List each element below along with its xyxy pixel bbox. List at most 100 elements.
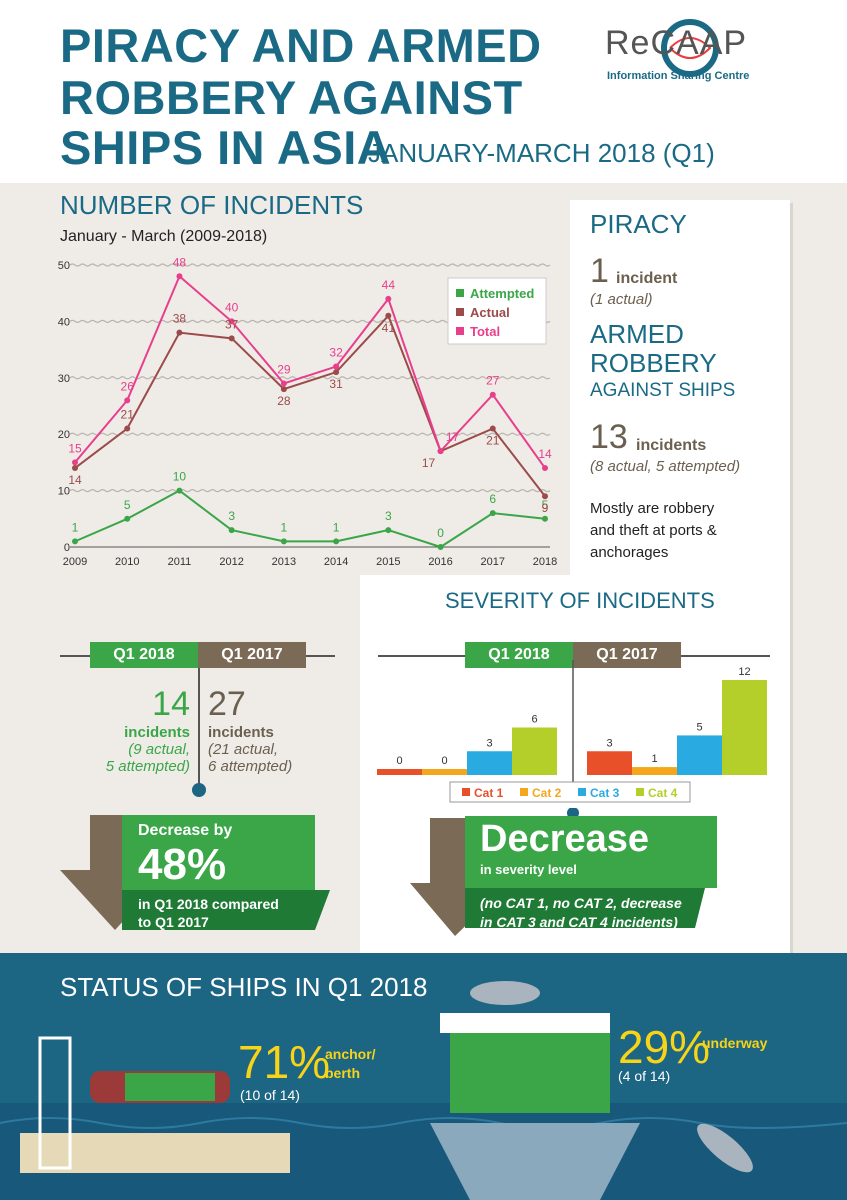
data-label: 40 (225, 300, 239, 314)
data-point (176, 273, 183, 280)
severity-bar-label: 0 (441, 755, 447, 767)
data-point (280, 538, 287, 545)
data-label: 48 (173, 255, 187, 269)
incidents-title: NUMBER OF INCIDENTS (60, 190, 364, 220)
data-label: 9 (542, 501, 549, 515)
x-tick-label: 2009 (63, 556, 87, 568)
data-label: 3 (385, 509, 392, 523)
data-point (124, 425, 131, 432)
severity-decrease-sub: in severity level (480, 862, 577, 877)
data-point (124, 397, 131, 404)
data-label: 29 (277, 362, 291, 376)
data-label: 41 (382, 321, 396, 335)
anchor-label-a: anchor/ (325, 1046, 376, 1062)
y-tick-label: 20 (58, 429, 70, 441)
data-label: 3 (228, 509, 235, 523)
sev-q1-2017-badge: Q1 2017 (573, 642, 681, 668)
severity-bar-label: 0 (396, 755, 402, 767)
data-point (228, 527, 235, 534)
armed-heading-3: AGAINST SHIPS (590, 380, 736, 401)
x-tick-label: 2017 (481, 556, 505, 568)
data-label: 38 (173, 312, 187, 326)
status-section (0, 953, 847, 1200)
data-point (489, 425, 496, 432)
x-tick-label: 2012 (219, 556, 243, 568)
count-2017: 27 (208, 685, 246, 723)
severity-legend-swatch (578, 788, 586, 796)
header: PIRACY AND ARMED ROBBERY AGAINST SHIPS I… (0, 0, 847, 183)
chart-series (72, 273, 548, 550)
note-line-2: and theft at ports & (590, 522, 717, 539)
data-label: 28 (277, 394, 291, 408)
x-tick-label: 2010 (115, 556, 139, 568)
piracy-detail: (1 actual) (590, 291, 653, 308)
data-point (176, 487, 183, 494)
y-tick-label: 50 (58, 260, 70, 272)
y-tick-label: 30 (58, 373, 70, 385)
piracy-panel: PIRACY 1 incident (1 actual) ARMED ROBBE… (570, 200, 790, 575)
sev-q1-2018-badge: Q1 2018 (465, 642, 573, 668)
severity-title: SEVERITY OF INCIDENTS (445, 588, 715, 613)
down-arrow-icon (60, 815, 170, 930)
crane-icon (38, 1036, 72, 1170)
severity-legend-swatch (636, 788, 644, 796)
data-point (437, 544, 444, 550)
data-label: 17 (422, 456, 436, 470)
data-label: 0 (437, 526, 444, 540)
cargo-ship-icon (440, 1013, 610, 1033)
detail-2017-a: (21 actual, (208, 741, 279, 758)
severity-legend-label: Cat 3 (590, 786, 620, 800)
decrease-note: in Q1 2018 compared to Q1 2017 (138, 895, 279, 931)
series-line-actual (74, 313, 546, 497)
data-point (228, 318, 235, 325)
data-point (542, 515, 548, 522)
incidents-subtitle: January - March (2009-2018) (60, 228, 268, 245)
data-label: 44 (382, 278, 396, 292)
legend-label: Actual (470, 305, 510, 320)
recaap-logo: ReCAAP Information Sharing Centre (605, 18, 785, 88)
data-point (437, 448, 444, 455)
severity-bar-chart: 0 0 3 6 3 1 5 12 Cat 1 Cat 2 Cat 3 Cat 4 (377, 660, 767, 803)
detail-2018-a: (9 actual, (128, 741, 190, 758)
severity-bar (422, 769, 467, 775)
severity-decrease-note: (no CAT 1, no CAT 2, decrease in CAT 3 a… (480, 894, 682, 932)
decrease-arrow-graphic (60, 783, 330, 930)
severity-bar (512, 727, 557, 775)
count-2018: 14 (152, 685, 190, 723)
gridline (69, 489, 551, 493)
x-tick-label: 2014 (324, 556, 348, 568)
data-label: 32 (329, 346, 343, 360)
data-point (385, 527, 392, 534)
piracy-heading: PIRACY (590, 209, 687, 239)
data-point (542, 465, 548, 472)
underway-detail: (4 of 14) (618, 1068, 671, 1084)
underway-percent: 29% (618, 1021, 711, 1073)
data-label: 1 (333, 520, 340, 534)
title-line-2: ROBBERY AGAINST (60, 71, 523, 124)
x-tick-label: 2011 (168, 556, 192, 568)
severity-bar-label: 3 (606, 737, 612, 749)
chart-y-axis: 0 10 20 30 40 50 (58, 260, 70, 554)
data-point (489, 510, 496, 517)
connector-dot-icon (192, 783, 206, 797)
title-line-1: PIRACY AND ARMED (60, 19, 542, 72)
gridline (69, 432, 551, 436)
data-label: 5 (124, 498, 131, 512)
chart-legend: Attempted Actual Total (447, 277, 547, 345)
data-label: 6 (489, 492, 496, 506)
x-tick-label: 2013 (272, 556, 296, 568)
decrease-note-a: in Q1 2018 compared (138, 896, 279, 912)
anchor-detail: (10 of 14) (240, 1087, 300, 1103)
logo-subtitle: Information Sharing Centre (607, 70, 750, 82)
decrease-percent: 48% (138, 840, 227, 889)
data-label: 10 (173, 470, 187, 484)
severity-bar-label: 1 (651, 753, 657, 765)
data-point (124, 515, 131, 522)
piracy-unit: incident (616, 270, 678, 287)
data-point (333, 363, 340, 370)
data-point (176, 329, 183, 336)
x-tick-label: 2016 (428, 556, 452, 568)
data-label: 37 (225, 317, 239, 331)
data-point (72, 459, 78, 466)
